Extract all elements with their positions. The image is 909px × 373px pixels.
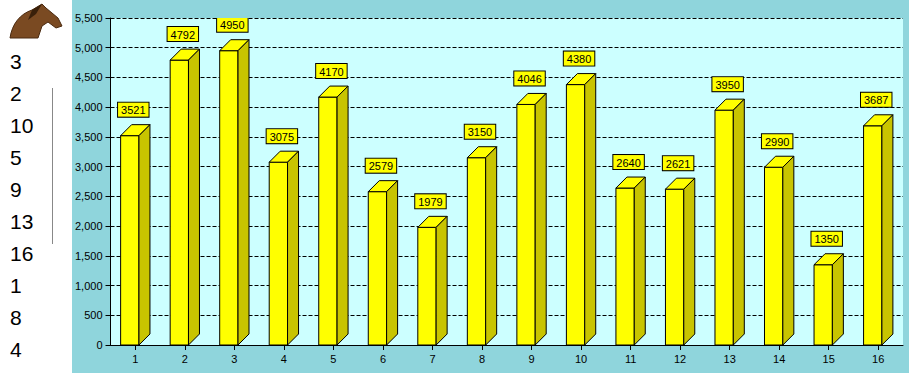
svg-text:15: 15 <box>823 353 835 365</box>
svg-text:4: 4 <box>281 353 287 365</box>
svg-text:7: 7 <box>429 353 435 365</box>
svg-text:3950: 3950 <box>715 79 739 91</box>
svg-text:4950: 4950 <box>220 19 244 31</box>
html-text:2: 2 <box>10 82 22 105</box>
html-text:1: 1 <box>10 274 22 297</box>
svg-text:500: 500 <box>84 309 102 321</box>
svg-text:13: 13 <box>724 353 736 365</box>
svg-text:4380: 4380 <box>567 53 591 65</box>
svg-text:5,000: 5,000 <box>75 42 103 54</box>
svg-text:8: 8 <box>479 353 485 365</box>
svg-text:2621: 2621 <box>666 158 690 170</box>
html-text:5: 5 <box>10 146 22 169</box>
svg-text:14: 14 <box>773 353 785 365</box>
svg-text:2,500: 2,500 <box>75 190 103 202</box>
svg-text:5,500: 5,500 <box>75 12 103 24</box>
svg-text:2: 2 <box>182 353 188 365</box>
svg-text:3,000: 3,000 <box>75 161 103 173</box>
html-text:16: 16 <box>10 242 34 265</box>
html-text:10: 10 <box>10 114 34 137</box>
html-text:4: 4 <box>10 338 22 361</box>
svg-text:5: 5 <box>330 353 336 365</box>
svg-text:1: 1 <box>132 353 138 365</box>
svg-text:1,000: 1,000 <box>75 280 103 292</box>
html-text:13: 13 <box>10 210 34 233</box>
svg-text:2640: 2640 <box>616 157 640 169</box>
svg-text:4,000: 4,000 <box>75 101 103 113</box>
svg-text:16: 16 <box>872 353 884 365</box>
svg-text:4170: 4170 <box>319 66 343 78</box>
svg-text:1,500: 1,500 <box>75 250 103 262</box>
svg-text:2990: 2990 <box>765 136 789 148</box>
svg-text:3,500: 3,500 <box>75 131 103 143</box>
svg-text:12: 12 <box>674 353 686 365</box>
svg-text:3: 3 <box>231 353 237 365</box>
svg-text:2,000: 2,000 <box>75 220 103 232</box>
svg-text:1979: 1979 <box>418 196 442 208</box>
svg-text:10: 10 <box>575 353 587 365</box>
svg-text:3521: 3521 <box>121 104 145 116</box>
svg-text:3150: 3150 <box>468 126 492 138</box>
svg-text:4792: 4792 <box>171 29 195 41</box>
svg-text:0: 0 <box>96 339 102 351</box>
svg-text:1350: 1350 <box>814 233 838 245</box>
svg-text:2579: 2579 <box>369 160 393 172</box>
svg-text:9: 9 <box>528 353 534 365</box>
svg-text:3687: 3687 <box>864 94 888 106</box>
svg-text:6: 6 <box>380 353 386 365</box>
svg-text:4,500: 4,500 <box>75 71 103 83</box>
html-text:8: 8 <box>10 306 22 329</box>
svg-text:11: 11 <box>625 353 636 365</box>
html-text:9: 9 <box>10 178 22 201</box>
html-text:3: 3 <box>10 50 22 73</box>
svg-text:4046: 4046 <box>517 73 541 85</box>
svg-text:3075: 3075 <box>270 131 294 143</box>
